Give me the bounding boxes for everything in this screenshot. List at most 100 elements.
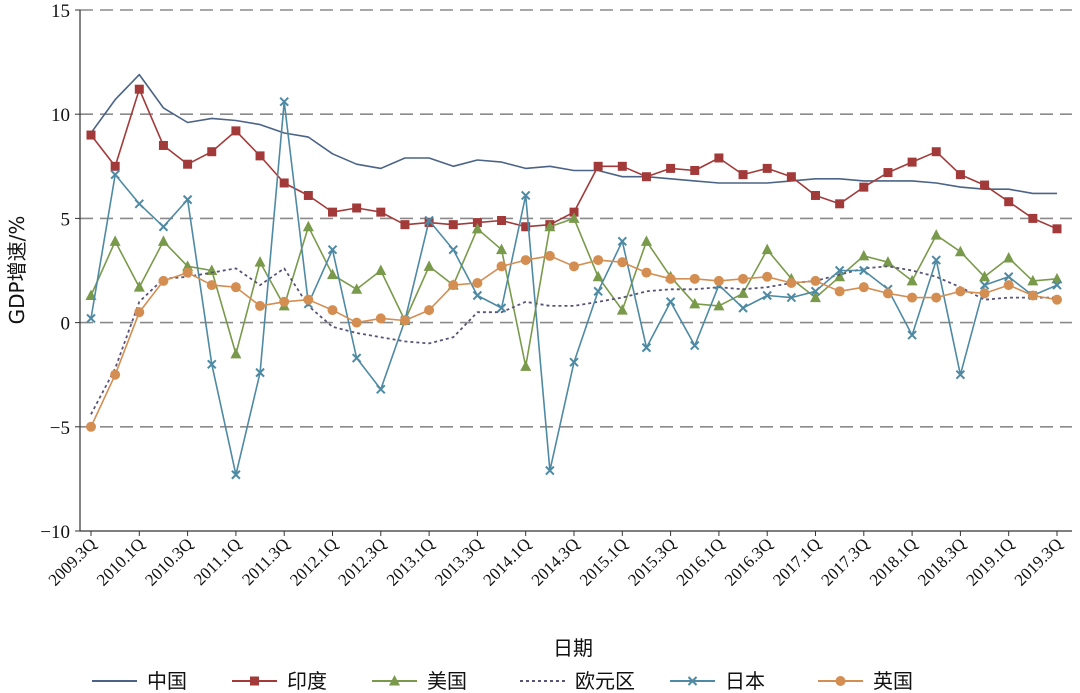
data-point bbox=[1052, 224, 1062, 234]
data-point bbox=[255, 151, 265, 161]
y-tick-labels: 15 10 5 0 −5 −10 bbox=[40, 1, 70, 543]
data-point bbox=[1003, 272, 1014, 282]
x-marker-stroke bbox=[255, 367, 265, 378]
x-marker-stroke bbox=[979, 280, 990, 290]
data-point bbox=[738, 303, 748, 313]
legend-label: 英国 bbox=[873, 669, 913, 693]
data-point bbox=[955, 286, 966, 297]
data-point bbox=[786, 172, 796, 182]
data-point bbox=[183, 159, 193, 169]
data-point bbox=[110, 161, 120, 171]
legend-swatch-marker bbox=[835, 676, 846, 686]
data-point bbox=[110, 369, 121, 380]
data-point bbox=[279, 296, 290, 307]
data-point bbox=[376, 384, 386, 394]
x-marker-stroke bbox=[1003, 272, 1014, 282]
data-point bbox=[761, 243, 773, 255]
data-point bbox=[351, 283, 363, 294]
data-point bbox=[592, 270, 604, 282]
data-point bbox=[617, 257, 628, 268]
data-point bbox=[569, 207, 579, 217]
x-tick-labels: 2009.3Q2010.1Q2010.3Q2011.1Q2011.3Q2012.… bbox=[45, 534, 1066, 589]
data-point bbox=[1004, 197, 1014, 207]
legend-label: 欧元区 bbox=[575, 669, 635, 693]
data-point bbox=[907, 330, 917, 340]
x-marker-stroke bbox=[859, 265, 869, 276]
data-point bbox=[520, 190, 531, 201]
data-point bbox=[279, 96, 289, 107]
data-point bbox=[955, 369, 966, 380]
data-point bbox=[979, 288, 990, 299]
x-tick-label: 2018.1Q bbox=[866, 534, 921, 589]
data-point bbox=[931, 147, 941, 157]
data-point bbox=[472, 278, 483, 289]
data-point bbox=[472, 290, 483, 301]
data-point bbox=[835, 199, 845, 209]
x-marker-stroke bbox=[86, 313, 96, 324]
data-point bbox=[110, 169, 120, 180]
x-tick-label: 2019.1Q bbox=[962, 534, 1017, 589]
data-point bbox=[593, 161, 603, 171]
data-point bbox=[810, 286, 821, 297]
data-point bbox=[157, 235, 169, 246]
data-point bbox=[496, 261, 507, 272]
x-marker-stroke bbox=[762, 290, 772, 301]
legend-item-5: 日本 bbox=[670, 669, 765, 693]
data-point bbox=[134, 84, 144, 94]
legend-item-6: 英国 bbox=[818, 669, 913, 693]
data-point bbox=[497, 215, 507, 225]
data-point bbox=[762, 271, 773, 282]
legend-item-1: 中国 bbox=[92, 669, 187, 693]
data-point bbox=[448, 220, 458, 230]
data-point bbox=[906, 274, 918, 286]
data-point bbox=[303, 294, 314, 305]
x-marker-stroke bbox=[690, 340, 700, 351]
data-point bbox=[689, 297, 701, 309]
data-point bbox=[954, 245, 966, 257]
x-marker-stroke bbox=[955, 369, 966, 380]
axes bbox=[75, 9, 1072, 536]
x-marker-stroke bbox=[424, 215, 434, 226]
x-tick-label: 2015.3Q bbox=[624, 534, 679, 589]
data-point bbox=[1003, 280, 1014, 291]
data-point bbox=[666, 163, 676, 173]
x-marker-stroke bbox=[134, 199, 145, 209]
data-point bbox=[206, 280, 217, 291]
data-point bbox=[617, 161, 627, 171]
x-tick-label: 2019.3Q bbox=[1011, 534, 1066, 589]
data-point bbox=[158, 140, 168, 150]
data-point bbox=[399, 315, 410, 326]
x-marker-stroke bbox=[810, 286, 821, 297]
data-point bbox=[207, 147, 217, 157]
data-point bbox=[327, 268, 338, 280]
x-marker-stroke bbox=[641, 342, 652, 353]
data-point bbox=[1052, 294, 1062, 305]
data-point bbox=[713, 275, 724, 286]
data-point bbox=[979, 270, 991, 282]
data-point bbox=[400, 220, 410, 230]
x-marker-stroke bbox=[545, 465, 555, 476]
x-tick-label: 2017.1Q bbox=[769, 534, 824, 589]
data-point bbox=[762, 290, 772, 301]
x-marker-stroke bbox=[158, 222, 169, 232]
data-point bbox=[254, 256, 266, 267]
data-point bbox=[738, 170, 748, 180]
data-point bbox=[86, 130, 96, 140]
data-point bbox=[593, 286, 603, 297]
data-point bbox=[907, 292, 918, 303]
legend-swatch-marker bbox=[389, 675, 400, 686]
legend-label: 印度 bbox=[287, 669, 327, 693]
data-point bbox=[641, 172, 651, 182]
data-point bbox=[569, 261, 579, 272]
data-point bbox=[134, 307, 145, 318]
y-tick-label: −10 bbox=[40, 522, 70, 543]
data-point bbox=[230, 282, 241, 293]
data-point bbox=[1027, 290, 1038, 301]
gridlines bbox=[80, 9, 1072, 428]
x-marker-stroke bbox=[569, 357, 579, 367]
data-point bbox=[448, 280, 459, 291]
data-point bbox=[375, 313, 386, 324]
data-point bbox=[496, 243, 508, 255]
x-marker-stroke bbox=[207, 359, 217, 369]
data-point bbox=[544, 250, 555, 261]
